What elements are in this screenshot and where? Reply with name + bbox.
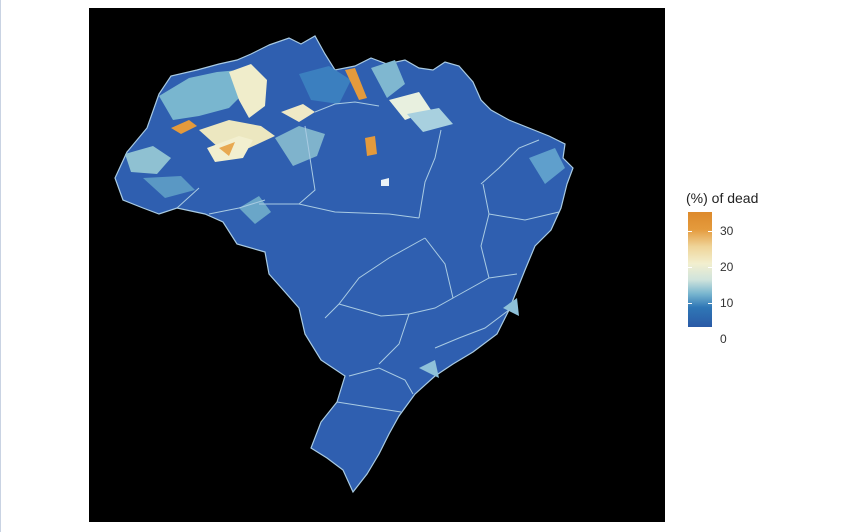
north-region-lightblue-1 [371,60,405,98]
map-panel [89,8,665,522]
amazon-region-lightblue-2 [143,176,195,198]
color-legend: (%) of dead 30 20 10 0 [680,186,790,346]
amazon-region-orange-1 [171,120,197,134]
amazon-region-teal-3 [239,196,271,224]
coast-region-lightblue-3 [419,360,439,378]
coast-region-lightblue-1 [529,148,565,184]
legend-label-20: 20 [720,260,734,274]
legend-label-10: 10 [720,296,734,310]
north-region-white-spot [381,178,389,186]
amazon-region-teal-1 [125,146,171,174]
amazon-region-orange-2 [219,142,235,156]
north-region-orange-small [365,136,377,156]
amazon-region-teal-2 [275,126,325,166]
legend-label-0: 0 [720,332,727,346]
north-region-orange [345,68,367,100]
north-region-lightblue-2 [407,108,453,132]
amazon-region-blue [299,66,351,104]
amazon-region-lightblue [159,70,249,120]
amazon-region-cream-1 [229,64,267,118]
state-borders [176,101,560,413]
amazon-region-cream-4 [281,104,315,122]
legend-title: (%) of dead [686,190,759,206]
left-border-line [0,0,1,532]
amazon-region-cream-2 [199,120,275,148]
brazil-map [114,35,574,494]
coast-region-lightblue-2 [503,298,519,316]
legend-colorbar [688,212,712,327]
legend-label-30: 30 [720,224,734,238]
